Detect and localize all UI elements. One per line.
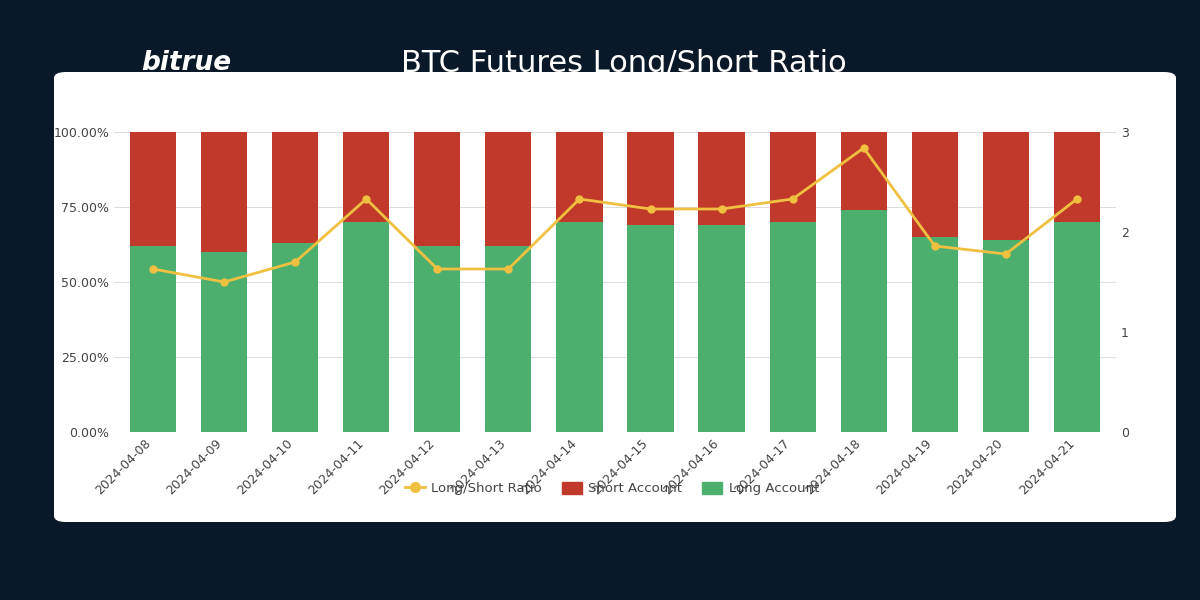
Bar [769,222,816,432]
Bar [557,132,602,222]
Bar [343,222,389,432]
Bar [698,132,745,225]
Bar [202,132,247,252]
Bar [628,225,673,432]
Bar [485,246,532,432]
Bar [983,240,1028,432]
Bar [841,210,887,432]
Text: bitrue: bitrue [140,50,232,76]
Bar [485,132,532,246]
Bar [202,252,247,432]
Bar [343,132,389,222]
Bar [698,225,745,432]
Bar [1054,222,1100,432]
Text: BTC Futures Long/Short Ratio: BTC Futures Long/Short Ratio [401,49,847,77]
Bar [414,132,461,246]
Bar [769,132,816,222]
Bar [130,132,176,246]
Bar [1054,132,1100,222]
Bar [557,222,602,432]
Bar [130,246,176,432]
Bar [841,132,887,210]
Bar [628,132,673,225]
Bar [414,246,461,432]
Bar [272,132,318,243]
Bar [272,243,318,432]
Bar [912,132,958,237]
Bar [912,237,958,432]
Bar [983,132,1028,240]
Legend: Long/Short Ratio, Short Account, Long Account: Long/Short Ratio, Short Account, Long Ac… [400,476,824,500]
